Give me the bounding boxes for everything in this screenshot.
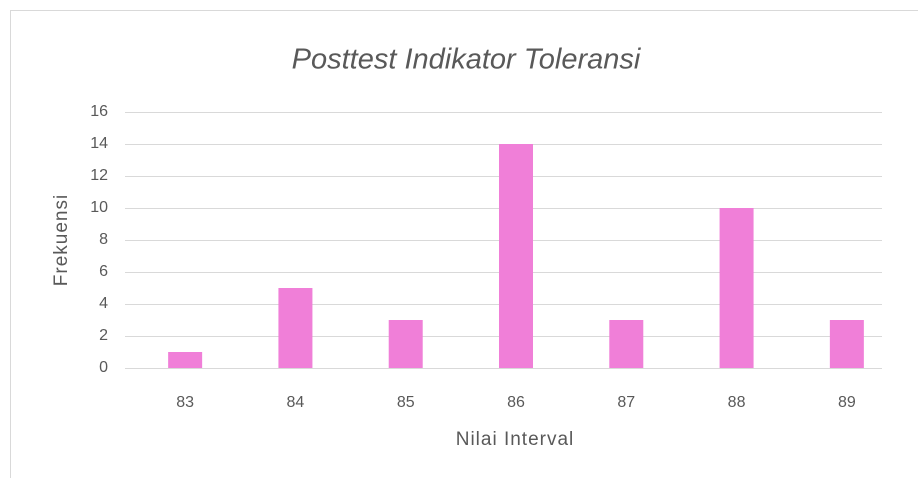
y-tick-label: 4 [99,295,108,312]
x-axis-label: Nilai Interval [456,429,575,450]
y-tick-label: 10 [90,199,108,216]
y-tick-label: 16 [90,103,108,120]
y-tick-label: 2 [99,327,108,344]
x-tick-label: 87 [617,394,635,411]
chart-border [10,10,918,478]
x-tick-label: 83 [176,394,194,411]
x-tick-label: 86 [507,394,525,411]
y-tick-label: 8 [99,231,108,248]
y-tick-label: 14 [90,135,108,152]
y-tick-label: 12 [90,167,108,184]
bar [499,144,533,368]
bar [609,320,644,368]
x-tick-label: 89 [838,394,856,411]
bar [168,352,203,368]
chart-title: Posttest Indikator Toleransi [292,44,642,76]
bar [719,208,754,368]
y-tick-label: 0 [99,359,108,376]
x-tick-label: 85 [397,394,415,411]
bar [829,320,864,368]
y-tick-label: 6 [99,263,108,280]
y-axis-label: Frekuensi [51,194,72,286]
x-tick-label: 88 [728,394,746,411]
x-tick-label: 84 [287,394,305,411]
bar [388,320,423,368]
bar [278,288,313,368]
